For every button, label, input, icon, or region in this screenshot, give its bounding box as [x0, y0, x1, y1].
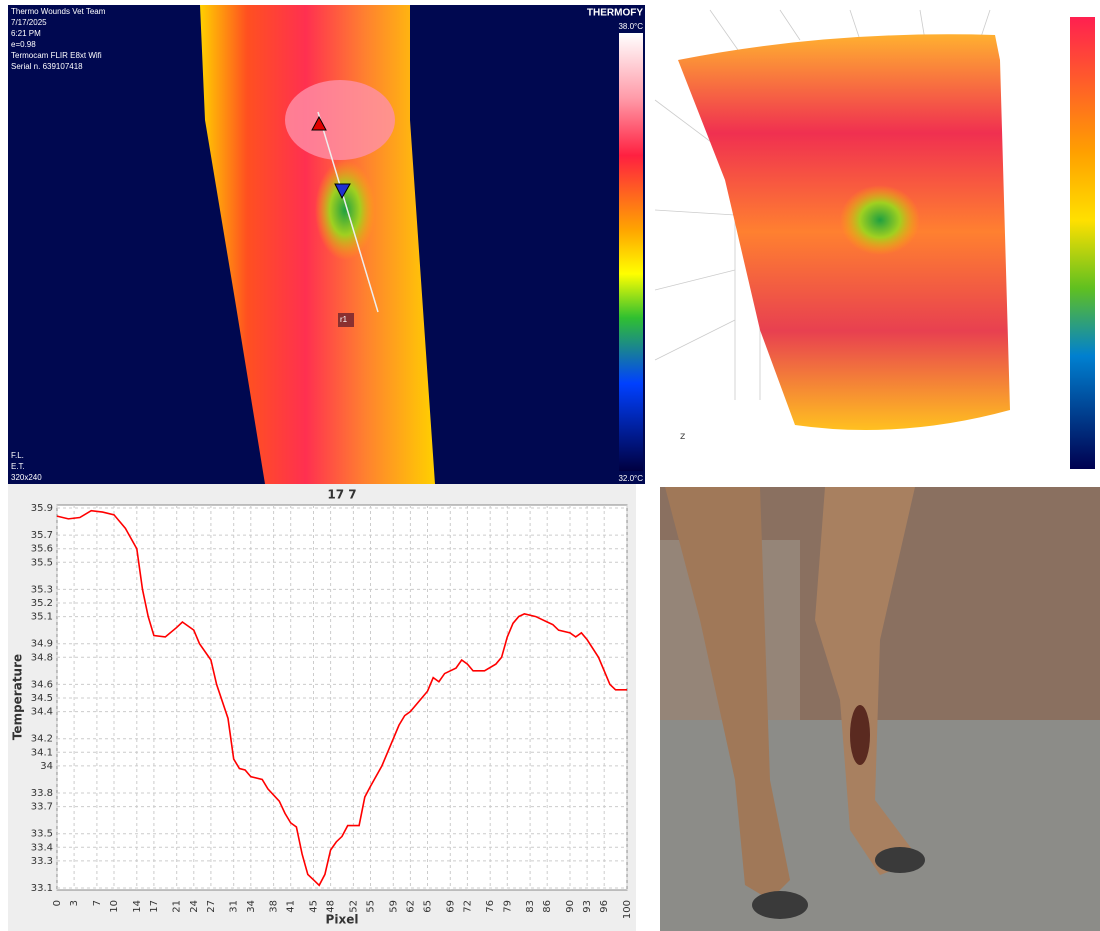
thermal-text: Thermo Wounds Vet Team	[11, 7, 106, 16]
x-tick-label: 65	[423, 900, 434, 913]
surface-cool	[840, 185, 920, 255]
thermal-text: Serial n. 639107418	[11, 62, 83, 71]
y-tick-label: 33.8	[31, 788, 53, 799]
x-tick-label: 31	[229, 900, 240, 913]
x-tick-label: 3	[69, 900, 80, 906]
x-tick-label: 86	[542, 900, 553, 913]
photo-hoof	[875, 847, 925, 873]
x-tick-label: 41	[286, 900, 297, 913]
line-chart: 17 7 Pixel Temperature 33.1 33.3 33.4 33.5 3…	[8, 484, 636, 931]
roi-label: r1	[340, 315, 348, 324]
x-tick-label: 72	[462, 900, 473, 913]
thermal-text: 7/17/2025	[11, 18, 47, 27]
x-tick-label: 76	[485, 900, 496, 913]
y-tick-label: 35.2	[31, 598, 53, 609]
y-tick-label: 34.8	[31, 652, 53, 663]
x-tick-label: 38	[269, 900, 280, 913]
thermal-text: e=0.98	[11, 40, 36, 49]
thermal-text: E.T.	[11, 462, 25, 471]
x-tick-label: 93	[582, 900, 593, 913]
photo	[660, 487, 1100, 931]
x-tick-label: 100	[622, 900, 633, 919]
x-tick-label: 90	[565, 900, 576, 913]
y-tick-label: 34.1	[31, 747, 53, 758]
y-tick-label: 35.3	[31, 584, 53, 595]
x-axis-label: Pixel	[326, 913, 359, 927]
y-tick-label: 35.6	[31, 544, 53, 555]
x-tick-label: 62	[405, 900, 416, 913]
x-tick-label: 21	[172, 900, 183, 913]
axis-label: z	[680, 431, 685, 442]
y-tick-label: 33.5	[31, 829, 53, 840]
surface-color-scale	[1070, 17, 1095, 469]
thermal-image: r1 Thermo Wounds Vet Team 7/17/2025 6:21…	[8, 5, 645, 484]
y-tick-label: 34.6	[31, 679, 53, 690]
y-tick-label: 34	[40, 761, 53, 772]
x-tick-label: 55	[366, 900, 377, 913]
x-tick-label: 69	[445, 900, 456, 913]
wound-cool	[315, 160, 375, 260]
chart-title: 17 7	[327, 488, 356, 502]
thermal-text: 6:21 PM	[11, 29, 41, 38]
x-tick-label: 79	[502, 900, 513, 913]
color-scale	[619, 33, 643, 471]
y-tick-label: 33.7	[31, 802, 53, 813]
x-tick-label: 59	[388, 900, 399, 913]
x-tick-label: 34	[246, 900, 257, 913]
figure: r1 Thermo Wounds Vet Team 7/17/2025 6:21…	[0, 0, 1100, 931]
y-tick-label: 34.5	[31, 693, 53, 704]
page: r1 Thermo Wounds Vet Team 7/17/2025 6:21…	[0, 0, 1100, 931]
x-tick-label: 7	[92, 900, 103, 906]
y-tick-label: 35.9	[31, 503, 53, 514]
x-tick-label: 83	[525, 900, 536, 913]
y-tick-label: 35.1	[31, 612, 53, 623]
hot-spot	[285, 80, 395, 160]
photo-hoof	[752, 891, 808, 919]
scale-max: 38.0°C	[618, 22, 643, 31]
thermal-text: F.L.	[11, 451, 24, 460]
scale-min: 32.0°C	[618, 474, 643, 483]
y-tick-label: 33.4	[31, 842, 53, 853]
x-tick-label: 96	[599, 900, 610, 913]
x-tick-label: 10	[109, 900, 120, 913]
x-tick-label: 45	[309, 900, 320, 913]
y-tick-label: 34.4	[31, 707, 53, 718]
x-tick-label: 17	[149, 900, 160, 913]
thermal-text: Termocam FLIR E8xt Wifi	[11, 51, 102, 60]
x-tick-label: 0	[52, 900, 63, 906]
y-tick-label: 34.2	[31, 734, 53, 745]
x-tick-label: 27	[206, 900, 217, 913]
x-tick-label: 14	[132, 900, 143, 913]
y-axis-label: Temperature	[11, 654, 25, 740]
thermal-text: 320x240	[11, 473, 42, 482]
y-tick-label: 33.1	[31, 883, 53, 894]
x-tick-label: 48	[326, 900, 337, 913]
photo-wound	[850, 705, 870, 765]
y-tick-label: 35.7	[31, 530, 53, 541]
x-tick-label: 24	[189, 900, 200, 913]
brand: THERMOFY	[587, 8, 643, 19]
y-tick-label: 34.9	[31, 639, 53, 650]
x-tick-label: 52	[348, 900, 359, 913]
y-tick-label: 35.5	[31, 557, 53, 568]
surface-plot: z	[650, 5, 1100, 470]
y-tick-label: 33.3	[31, 856, 53, 867]
